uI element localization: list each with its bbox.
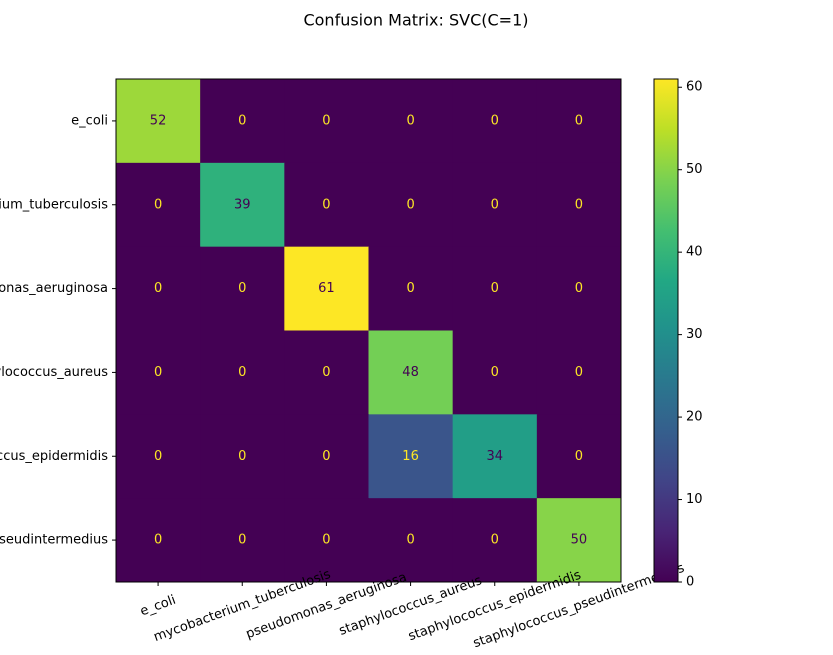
cell-label: 0 [575, 281, 583, 296]
colorbar-tick-label: 30 [686, 327, 703, 342]
heatmap-cell [368, 498, 454, 583]
cell-label: 0 [322, 365, 330, 380]
cell-label: 0 [406, 533, 414, 548]
cell-label: 0 [491, 113, 499, 128]
cell-label: 0 [322, 449, 330, 464]
y-tick-label: staphylococcus_pseudintermedius [0, 533, 108, 548]
heatmap-cell [452, 330, 538, 415]
cell-label: 16 [402, 449, 419, 464]
cell-label: 0 [406, 113, 414, 128]
heatmap-cell [452, 498, 538, 583]
cell-label: 0 [575, 449, 583, 464]
heatmap-cell [116, 162, 201, 248]
heatmap-cell [452, 246, 538, 331]
plot-frame [115, 78, 622, 583]
heatmap-cell [368, 330, 454, 415]
colorbar-tick-label: 60 [686, 80, 703, 95]
heatmap-cell [368, 246, 454, 331]
heatmap-cell [284, 162, 369, 248]
heatmap-cell [116, 498, 201, 583]
heatmap-cell [368, 162, 454, 248]
cell-label: 0 [575, 113, 583, 128]
heatmap-cell [368, 414, 454, 499]
cell-label: 34 [486, 449, 503, 464]
heatmap-cell [368, 79, 454, 164]
heatmap-cell [284, 79, 369, 164]
colorbar-tick-label: 20 [686, 410, 703, 425]
cell-label: 0 [491, 365, 499, 380]
y-tick-label: mycobacterium_tuberculosis [0, 197, 108, 212]
heatmap-cell [116, 246, 201, 331]
heatmap-cell [200, 414, 285, 499]
heatmap-cell [200, 79, 285, 164]
heatmap-cell [536, 498, 622, 583]
cell-label: 61 [318, 281, 335, 296]
x-tick-label: e_coli [138, 593, 178, 620]
heatmap-cell [200, 246, 285, 331]
heatmap-cell [200, 330, 285, 415]
cell-label: 0 [238, 365, 246, 380]
heatmap-cell [536, 330, 622, 415]
heatmap-cell [116, 79, 201, 164]
colorbar-tick-label: 50 [686, 162, 703, 177]
cell-label: 0 [575, 365, 583, 380]
y-tick-label: pseudomonas_aeruginosa [0, 281, 108, 296]
cell-label: 0 [238, 449, 246, 464]
cell-label: 52 [150, 113, 167, 128]
cell-label: 0 [154, 533, 162, 548]
heatmap-cell [284, 414, 369, 499]
colorbar-tick-label: 40 [686, 245, 703, 260]
cell-label: 0 [238, 533, 246, 548]
heatmap-cell [116, 330, 201, 415]
cell-label: 0 [406, 281, 414, 296]
cell-label: 0 [238, 113, 246, 128]
cell-label: 0 [154, 281, 162, 296]
colorbar [653, 78, 679, 583]
heatmap-cell [284, 330, 369, 415]
cell-label: 39 [234, 197, 251, 212]
cell-label: 0 [154, 365, 162, 380]
cell-label: 0 [322, 197, 330, 212]
heatmap-cell [536, 79, 622, 164]
cell-label: 0 [322, 533, 330, 548]
cell-label: 0 [154, 449, 162, 464]
cell-label: 0 [491, 197, 499, 212]
cell-label: 0 [491, 533, 499, 548]
heatmap-cell [536, 162, 622, 248]
heatmap-cell [284, 498, 369, 583]
y-tick-label: e_coli [71, 113, 108, 128]
cell-label: 0 [575, 197, 583, 212]
heatmap-cell [452, 79, 538, 164]
cell-label: 0 [154, 197, 162, 212]
y-tick-label: staphylococcus_epidermidis [0, 449, 108, 464]
heatmap-cell [536, 246, 622, 331]
cell-label: 48 [402, 365, 419, 380]
heatmap-cell [200, 162, 285, 248]
heatmap-cell [200, 498, 285, 583]
heatmap-cell [536, 414, 622, 499]
chart-title: Confusion Matrix: SVC(C=1) [303, 11, 528, 30]
heatmap-cell [284, 246, 369, 331]
heatmap-cell [116, 414, 201, 499]
cell-label: 0 [322, 113, 330, 128]
cell-label: 0 [406, 197, 414, 212]
heatmap-cell [452, 414, 538, 499]
colorbar-tick-label: 10 [686, 492, 703, 507]
cell-label: 0 [238, 281, 246, 296]
colorbar-tick-label: 0 [686, 575, 694, 590]
y-tick-label: staphylococcus_aureus [0, 365, 108, 380]
cell-label: 0 [491, 281, 499, 296]
cell-label: 50 [571, 533, 588, 548]
heatmap-cell [452, 162, 538, 248]
